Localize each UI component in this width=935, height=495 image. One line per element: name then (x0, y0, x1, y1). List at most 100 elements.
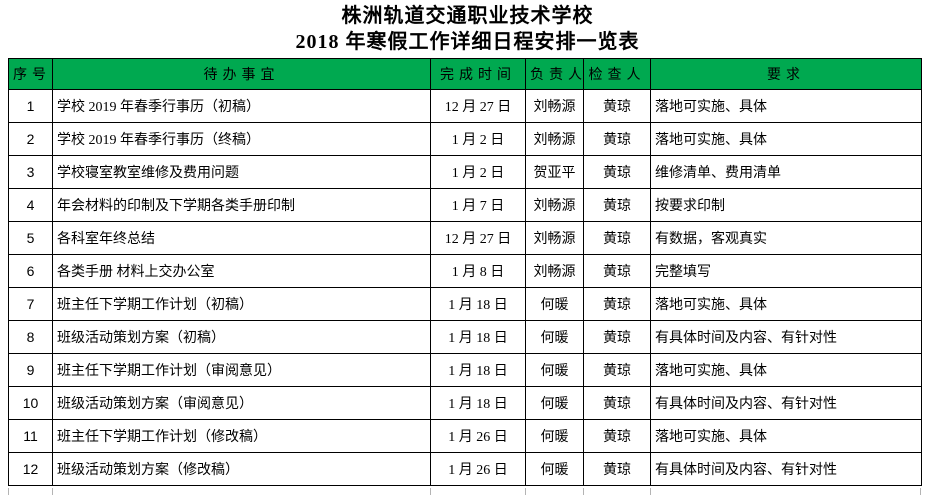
cell-owner: 何暖 (525, 353, 584, 387)
grid-stub (920, 488, 921, 495)
page-title: 株洲轨道交通职业技术学校 (341, 5, 594, 27)
table-row: 12 班级活动策划方案（修改稿） 1 月 26 日 何暖 黄琼 有具体时间及内容… (8, 452, 922, 486)
cell-deadline: 1 月 2 日 (430, 122, 526, 156)
cell-task: 班主任下学期工作计划（初稿） (52, 287, 431, 321)
column-header-requirement: 要求 (650, 58, 922, 90)
table-row: 5 各科室年终总结 12 月 27 日 刘畅源 黄琼 有数据，客观真实 (8, 221, 922, 255)
column-header-checker: 检查人 (583, 58, 651, 90)
cell-owner: 刘畅源 (525, 122, 584, 156)
cell-owner: 刘畅源 (525, 254, 584, 288)
cell-requirement: 有具体时间及内容、有针对性 (650, 320, 922, 354)
cell-task: 班主任下学期工作计划（修改稿） (52, 419, 431, 453)
cell-requirement: 落地可实施、具体 (650, 287, 922, 321)
cell-deadline: 1 月 7 日 (430, 188, 526, 222)
grid-stub (583, 488, 584, 495)
cell-requirement: 落地可实施、具体 (650, 419, 922, 453)
cell-task: 学校 2019 年春季行事历（终稿） (52, 122, 431, 156)
cell-requirement: 按要求印制 (650, 188, 922, 222)
cell-requirement: 落地可实施、具体 (650, 353, 922, 387)
cell-serial-number: 12 (8, 452, 53, 486)
cell-task: 各科室年终总结 (52, 221, 431, 255)
cell-task: 班级活动策划方案（审阅意见） (52, 386, 431, 420)
table-header-row: 序号 待办事宜 完成时间 负责人 检查人 要求 (8, 58, 922, 90)
cell-owner: 何暖 (525, 452, 584, 486)
cell-owner: 刘畅源 (525, 89, 584, 123)
cell-task: 学校寝室教室维修及费用问题 (52, 155, 431, 189)
cell-task: 年会材料的印制及下学期各类手册印制 (52, 188, 431, 222)
cell-checker: 黄琼 (583, 353, 651, 387)
cell-serial-number: 5 (8, 221, 53, 255)
table-row: 3 学校寝室教室维修及费用问题 1 月 2 日 贺亚平 黄琼 维修清单、费用清单 (8, 155, 922, 189)
cell-checker: 黄琼 (583, 419, 651, 453)
table-row: 8 班级活动策划方案（初稿） 1 月 18 日 何暖 黄琼 有具体时间及内容、有… (8, 320, 922, 354)
grid-stub (650, 488, 651, 495)
cell-task: 班主任下学期工作计划（审阅意见） (52, 353, 431, 387)
cell-requirement: 有具体时间及内容、有针对性 (650, 452, 922, 486)
cell-deadline: 1 月 18 日 (430, 320, 526, 354)
cell-deadline: 1 月 8 日 (430, 254, 526, 288)
grid-stub (52, 488, 53, 495)
cell-requirement: 完整填写 (650, 254, 922, 288)
cell-requirement: 落地可实施、具体 (650, 89, 922, 123)
cell-requirement: 有数据，客观真实 (650, 221, 922, 255)
table-row: 11 班主任下学期工作计划（修改稿） 1 月 26 日 何暖 黄琼 落地可实施、… (8, 419, 922, 453)
cell-checker: 黄琼 (583, 188, 651, 222)
cell-deadline: 1 月 2 日 (430, 155, 526, 189)
cell-requirement: 落地可实施、具体 (650, 122, 922, 156)
table-row: 10 班级活动策划方案（审阅意见） 1 月 18 日 何暖 黄琼 有具体时间及内… (8, 386, 922, 420)
cell-deadline: 1 月 26 日 (430, 419, 526, 453)
cell-serial-number: 8 (8, 320, 53, 354)
table-row: 4 年会材料的印制及下学期各类手册印制 1 月 7 日 刘畅源 黄琼 按要求印制 (8, 188, 922, 222)
table-row: 2 学校 2019 年春季行事历（终稿） 1 月 2 日 刘畅源 黄琼 落地可实… (8, 122, 922, 156)
table-row: 9 班主任下学期工作计划（审阅意见） 1 月 18 日 何暖 黄琼 落地可实施、… (8, 353, 922, 387)
cell-serial-number: 1 (8, 89, 53, 123)
cell-checker: 黄琼 (583, 320, 651, 354)
grid-stub (430, 488, 431, 495)
cell-checker: 黄琼 (583, 155, 651, 189)
cell-deadline: 12 月 27 日 (430, 221, 526, 255)
cell-task: 学校 2019 年春季行事历（初稿） (52, 89, 431, 123)
page-subtitle: 2018 年寒假工作详细日程安排一览表 (295, 31, 640, 53)
cell-checker: 黄琼 (583, 221, 651, 255)
cell-checker: 黄琼 (583, 122, 651, 156)
cell-owner: 刘畅源 (525, 188, 584, 222)
cell-serial-number: 9 (8, 353, 53, 387)
column-header-task: 待办事宜 (52, 58, 431, 90)
cell-checker: 黄琼 (583, 287, 651, 321)
title-block: 株洲轨道交通职业技术学校 2018 年寒假工作详细日程安排一览表 (0, 3, 935, 55)
cell-deadline: 1 月 26 日 (430, 452, 526, 486)
cell-checker: 黄琼 (583, 89, 651, 123)
cell-deadline: 1 月 18 日 (430, 287, 526, 321)
cell-task: 班级活动策划方案（修改稿） (52, 452, 431, 486)
cell-checker: 黄琼 (583, 452, 651, 486)
grid-stub (8, 488, 9, 495)
table-row: 7 班主任下学期工作计划（初稿） 1 月 18 日 何暖 黄琼 落地可实施、具体 (8, 287, 922, 321)
cell-owner: 何暖 (525, 419, 584, 453)
table-row: 1 学校 2019 年春季行事历（初稿） 12 月 27 日 刘畅源 黄琼 落地… (8, 89, 922, 123)
cell-deadline: 1 月 18 日 (430, 386, 526, 420)
table-row: 6 各类手册 材料上交办公室 1 月 8 日 刘畅源 黄琼 完整填写 (8, 254, 922, 288)
schedule-table: 序号 待办事宜 完成时间 负责人 检查人 要求 1 学校 2019 年春季行事历… (8, 58, 922, 486)
cell-serial-number: 2 (8, 122, 53, 156)
cell-checker: 黄琼 (583, 386, 651, 420)
column-header-deadline: 完成时间 (430, 58, 526, 90)
cell-serial-number: 3 (8, 155, 53, 189)
cell-serial-number: 6 (8, 254, 53, 288)
cell-checker: 黄琼 (583, 254, 651, 288)
cell-deadline: 1 月 18 日 (430, 353, 526, 387)
cell-owner: 何暖 (525, 287, 584, 321)
cell-serial-number: 7 (8, 287, 53, 321)
cell-owner: 何暖 (525, 386, 584, 420)
cell-requirement: 维修清单、费用清单 (650, 155, 922, 189)
cell-owner: 贺亚平 (525, 155, 584, 189)
cell-serial-number: 4 (8, 188, 53, 222)
cell-task: 班级活动策划方案（初稿） (52, 320, 431, 354)
column-header-serial: 序号 (8, 58, 53, 90)
cell-owner: 何暖 (525, 320, 584, 354)
cell-requirement: 有具体时间及内容、有针对性 (650, 386, 922, 420)
cell-task: 各类手册 材料上交办公室 (52, 254, 431, 288)
cell-deadline: 12 月 27 日 (430, 89, 526, 123)
column-header-owner: 负责人 (525, 58, 584, 90)
table-body: 1 学校 2019 年春季行事历（初稿） 12 月 27 日 刘畅源 黄琼 落地… (8, 89, 922, 486)
